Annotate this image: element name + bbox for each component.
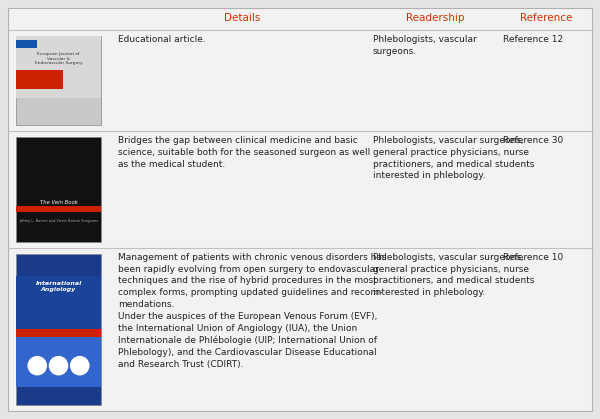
Text: Phlebologists, vascular surgeons,
general practice physicians, nurse
practitione: Phlebologists, vascular surgeons, genera… (373, 136, 535, 181)
Bar (16, 206, 101, 212)
Bar (16, 329, 101, 337)
Text: Reference 12: Reference 12 (503, 35, 563, 44)
Circle shape (28, 357, 46, 375)
Text: European Journal of
Vascular &
Endovascular Surgery: European Journal of Vascular & Endovascu… (35, 52, 82, 65)
Bar (16, 70, 63, 89)
Circle shape (49, 357, 68, 375)
Bar (16, 41, 37, 48)
Circle shape (71, 357, 89, 375)
Text: Phlebologists, vascular
surgeons.: Phlebologists, vascular surgeons. (373, 35, 477, 56)
Text: Educational article.: Educational article. (118, 35, 206, 44)
Text: Reference 30: Reference 30 (503, 136, 563, 145)
Text: The Vein Book: The Vein Book (40, 200, 77, 205)
Text: Reference: Reference (520, 13, 572, 23)
Text: Readership: Readership (406, 13, 464, 23)
Text: Bridges the gap between clinical medicine and basic
science, suitable both for t: Bridges the gap between clinical medicin… (118, 136, 370, 169)
Bar (16, 36, 101, 125)
Bar (16, 337, 101, 387)
Bar (16, 36, 101, 98)
Bar (16, 254, 101, 405)
Text: Details: Details (224, 13, 260, 23)
Text: Management of patients with chronic venous disorders has
been rapidly evolving f: Management of patients with chronic veno… (118, 253, 386, 369)
Text: Phlebologists, vascular surgeons,
general practice physicians, nurse
practitione: Phlebologists, vascular surgeons, genera… (373, 253, 535, 297)
Text: Reference 10: Reference 10 (503, 253, 563, 262)
Text: International
Angiology: International Angiology (35, 281, 82, 292)
Bar (16, 137, 101, 242)
Text: Jeffrey L. Barton and Victor Barton Surgeons: Jeffrey L. Barton and Victor Barton Surg… (19, 219, 98, 222)
Bar (16, 277, 101, 329)
